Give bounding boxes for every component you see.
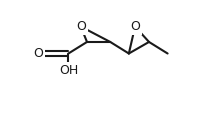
Text: OH: OH <box>59 64 78 77</box>
Text: O: O <box>76 20 86 33</box>
Text: O: O <box>34 47 44 60</box>
Text: O: O <box>130 20 140 33</box>
